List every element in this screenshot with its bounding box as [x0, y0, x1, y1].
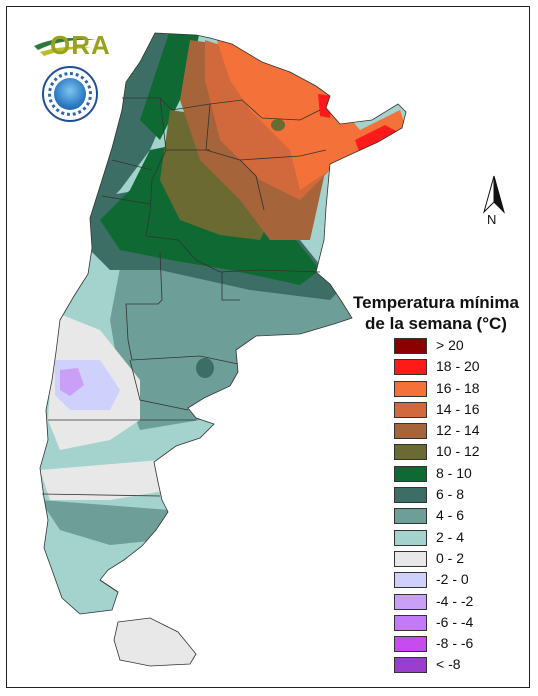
- legend-swatch: [394, 572, 427, 589]
- legend-label: -6 - -4: [436, 613, 474, 630]
- legend-swatch: [394, 593, 427, 610]
- seal-center: [54, 78, 86, 110]
- legend-label: 14 - 16: [436, 400, 480, 417]
- legend-label: 10 - 12: [436, 443, 480, 460]
- legend-label: 8 - 10: [436, 464, 472, 481]
- legend-label: 18 - 20: [436, 358, 480, 375]
- legend-swatch: [394, 380, 427, 397]
- legend-label: -8 - -6: [436, 635, 474, 652]
- north-arrow-label: N: [487, 212, 497, 227]
- north-arrow-icon: [483, 175, 505, 214]
- legend-swatch: [394, 338, 427, 354]
- tierra-del-fuego: [113, 617, 197, 667]
- ora-logo-icon: [34, 38, 96, 56]
- legend-label: 6 - 8: [436, 486, 465, 503]
- meteorological-service-seal-icon: [42, 66, 98, 122]
- legend-swatch: [394, 636, 427, 653]
- legend-label: 16 - 18: [436, 379, 480, 396]
- legend-swatch: [394, 614, 427, 631]
- legend-swatch: [394, 465, 427, 482]
- legend-label: -4 - -2: [436, 592, 474, 609]
- legend-title-line1: Temperatura mínima: [353, 293, 519, 312]
- legend-label: < -8: [436, 656, 461, 673]
- legend-label: 12 - 14: [436, 422, 480, 439]
- ora-logo-text: ORA: [50, 30, 111, 60]
- legend-title-line2: de la semana (°C): [365, 314, 507, 333]
- legend-label: 4 - 6: [436, 507, 465, 524]
- legend-swatch: [394, 359, 427, 376]
- legend-swatch: [394, 550, 427, 567]
- legend-label: 2 - 4: [436, 528, 465, 545]
- legend-swatch: [394, 657, 427, 674]
- legend-swatch: [394, 444, 427, 461]
- seal-ring: [48, 72, 92, 116]
- legend-swatch: [394, 508, 427, 525]
- legend-swatch: [394, 529, 427, 546]
- legend-label: > 20: [436, 337, 464, 353]
- legend-swatch: [394, 401, 427, 418]
- legend-label: -2 - 0: [436, 571, 469, 588]
- legend-title: Temperatura mínima de la semana (°C): [336, 292, 536, 334]
- province-borders: [39, 32, 407, 615]
- legend-label: 0 - 2: [436, 549, 465, 566]
- legend-swatch: [394, 487, 427, 504]
- legend-swatch: [394, 423, 427, 440]
